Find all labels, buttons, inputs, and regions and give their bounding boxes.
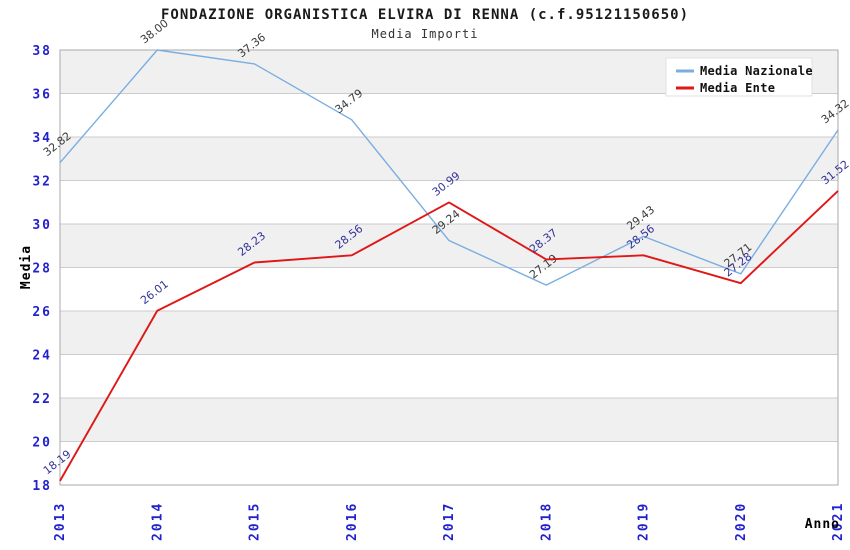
x-tick-label: 2014 xyxy=(150,502,165,541)
x-tick-label: 2019 xyxy=(637,502,652,541)
y-tick-label: 18 xyxy=(32,479,52,494)
y-tick-label: 24 xyxy=(32,349,52,364)
y-axis-title: Media xyxy=(19,245,34,289)
plot-band xyxy=(60,441,838,485)
plot-band xyxy=(60,311,838,355)
y-tick-label: 38 xyxy=(32,44,52,59)
plot-band xyxy=(60,93,838,137)
legend-label-media-nazionale: Media Nazionale xyxy=(700,64,813,78)
legend-label-media-ente: Media Ente xyxy=(700,81,775,95)
plot-band xyxy=(60,354,838,398)
y-tick-label: 26 xyxy=(32,305,52,320)
legend: Media Nazionale Media Ente xyxy=(665,57,813,97)
y-tick-label: 34 xyxy=(32,131,52,146)
x-tick-label: 2013 xyxy=(53,502,68,541)
plot-band xyxy=(60,398,838,442)
plot-band xyxy=(60,267,838,311)
y-tick-label: 36 xyxy=(32,88,52,103)
x-tick-label: 2018 xyxy=(539,502,554,541)
y-tick-label: 32 xyxy=(32,175,52,190)
x-axis-title: Anno xyxy=(805,517,840,532)
x-tick-label: 2016 xyxy=(345,502,360,541)
y-tick-label: 22 xyxy=(32,392,52,407)
y-tick-label: 28 xyxy=(32,262,52,277)
data-label: 38.00 xyxy=(138,17,171,47)
x-tick-label: 2017 xyxy=(442,502,457,541)
legend-box xyxy=(665,57,813,97)
series-line-media-nazionale xyxy=(59,49,839,286)
x-tick-label: 2021 xyxy=(831,502,846,541)
plot-frame xyxy=(59,49,839,486)
series-line-media-ente xyxy=(59,190,839,482)
plot-area: 18 20 22 24 26 28 30 32 34 36 38 2013 2014 2015 2016 20… xyxy=(32,17,850,541)
plot-band xyxy=(60,137,838,181)
chart-title: FONDAZIONE ORGANISTICA ELVIRA DI RENNA (… xyxy=(161,7,689,23)
plot-band xyxy=(60,224,838,268)
chart-subtitle: Media Importi xyxy=(372,27,479,41)
x-tick-label: 2015 xyxy=(248,502,263,541)
y-tick-label: 20 xyxy=(32,436,52,451)
x-tick-label: 2020 xyxy=(734,502,749,541)
y-tick-label: 30 xyxy=(32,218,52,233)
